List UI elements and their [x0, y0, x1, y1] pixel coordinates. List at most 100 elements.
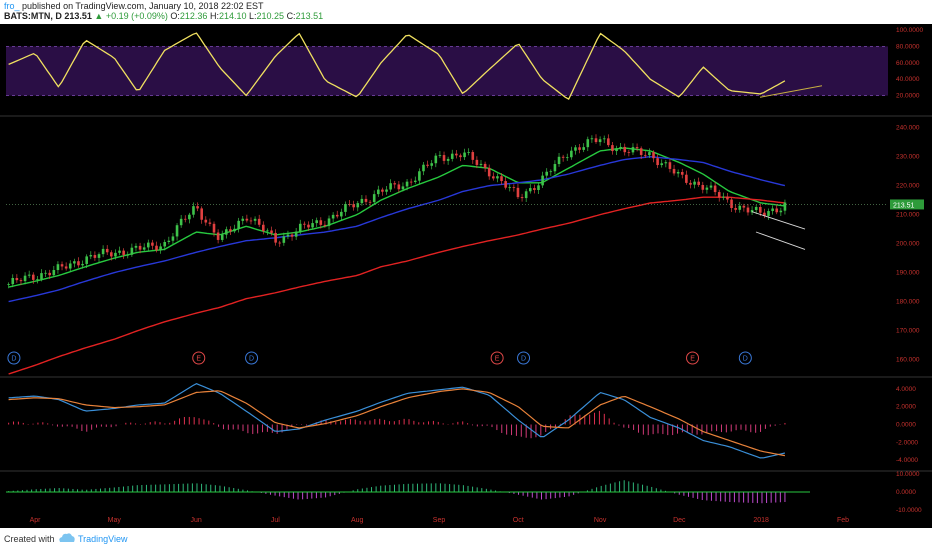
- candle-body: [397, 184, 401, 190]
- candle-body: [611, 145, 614, 152]
- chart-canvas[interactable]: 100.0000 80.0000 60.0000 40.0000 20.0000 240.…: [0, 24, 932, 528]
- candle-body: [372, 194, 376, 203]
- candle-body: [717, 192, 721, 198]
- low-value: 210.25: [256, 11, 285, 21]
- candle-body: [7, 284, 10, 285]
- candle-body: [758, 207, 762, 213]
- candle-body: [364, 198, 368, 202]
- published-text: published on TradingView.com, January 10…: [22, 1, 264, 11]
- event-marker-0: [7, 351, 21, 365]
- candle-body: [685, 174, 688, 183]
- candle-body: [208, 222, 212, 224]
- candle-body: [405, 181, 409, 187]
- ma-line-1: [8, 155, 786, 303]
- candle-body: [40, 273, 43, 280]
- candle-body: [323, 224, 327, 226]
- x-tick-Aug: Aug: [351, 517, 364, 524]
- candle-body: [627, 152, 631, 153]
- price-trendline-upper: [751, 211, 806, 230]
- candle-body: [192, 206, 195, 215]
- candle-body: [266, 230, 269, 232]
- candle-body: [746, 207, 750, 213]
- stoch-tick-3: 40.0000: [896, 76, 920, 83]
- candle-body: [319, 220, 323, 225]
- candle-body: [705, 187, 709, 190]
- candle-body: [97, 254, 101, 258]
- candle-body: [615, 148, 618, 152]
- candle-body: [734, 208, 737, 210]
- candle-body: [138, 245, 142, 250]
- x-tick-2018: 2018: [753, 517, 769, 524]
- candle-body: [471, 152, 475, 160]
- candle-body: [763, 212, 766, 216]
- candle-body: [516, 187, 520, 198]
- tradingview-logo-icon: [59, 533, 75, 542]
- candle-body: [492, 176, 495, 179]
- x-tick-Sep: Sep: [433, 517, 446, 524]
- close-label: C:: [286, 11, 296, 21]
- candle-body: [19, 280, 23, 282]
- candle-body: [167, 240, 171, 242]
- price-tick-7: 170.000: [896, 328, 920, 335]
- candle-body: [340, 211, 343, 217]
- candle-body: [524, 191, 528, 199]
- candle-body: [508, 187, 512, 188]
- author-link[interactable]: fro_: [4, 1, 20, 11]
- candle-body: [200, 208, 203, 220]
- candle-body: [487, 167, 491, 177]
- candle-body: [360, 198, 364, 204]
- candle-body: [742, 205, 746, 208]
- candle-body: [574, 147, 577, 151]
- event-label-5: E: [690, 356, 695, 363]
- event-marker-3: [490, 351, 504, 365]
- candle-body: [771, 208, 774, 212]
- chart-area[interactable]: 100.0000 80.0000 60.0000 40.0000 20.0000 240.…: [0, 24, 932, 528]
- candle-body: [639, 148, 643, 155]
- stoch-tick-0: 100.0000: [896, 27, 923, 34]
- candle-body: [327, 218, 331, 226]
- candle-body: [377, 189, 380, 195]
- candle-body: [220, 234, 224, 240]
- candle-body: [183, 218, 187, 220]
- event-marker-5: [686, 351, 700, 365]
- candle-body: [779, 210, 783, 213]
- candle-body: [114, 252, 117, 257]
- candle-body: [204, 219, 208, 223]
- candle-body: [672, 168, 676, 174]
- x-tick-Dec: Dec: [673, 517, 686, 524]
- candle-body: [697, 181, 700, 185]
- candle-body: [245, 218, 249, 221]
- candle-body: [713, 185, 717, 193]
- candle-body: [257, 218, 261, 225]
- tradingview-link[interactable]: TradingView: [78, 534, 128, 544]
- candle-body: [188, 214, 191, 220]
- candle-body: [426, 164, 429, 166]
- candle-body: [533, 188, 536, 191]
- candle-body: [726, 196, 729, 200]
- publish-line: fro_ published on TradingView.com, Janua…: [4, 1, 264, 11]
- candle-body: [520, 197, 524, 199]
- price-tick-0: 240.000: [896, 125, 920, 132]
- stoch-line: [8, 32, 786, 100]
- candle-body: [483, 163, 487, 168]
- candle-body: [557, 156, 561, 165]
- close-value: 213.51: [295, 11, 324, 21]
- candle-body: [68, 263, 72, 269]
- candle-body: [368, 201, 372, 203]
- candle-body: [241, 218, 245, 221]
- stoch-tick-4: 20.0000: [896, 93, 920, 100]
- candle-body: [274, 232, 277, 243]
- candle-body: [126, 254, 130, 256]
- event-marker-4: [517, 351, 531, 365]
- up-arrow-icon: ▲: [94, 11, 104, 21]
- candle-body: [635, 147, 639, 149]
- candle-body: [122, 250, 125, 255]
- candle-body: [738, 205, 742, 210]
- candle-body: [570, 150, 573, 158]
- candle-body: [290, 234, 294, 237]
- symbol-label: BATS:MTN, D: [4, 11, 62, 21]
- candle-body: [475, 159, 479, 165]
- created-with-text: Created with: [4, 534, 55, 544]
- event-label-6: D: [743, 356, 748, 363]
- candle-body: [438, 155, 442, 156]
